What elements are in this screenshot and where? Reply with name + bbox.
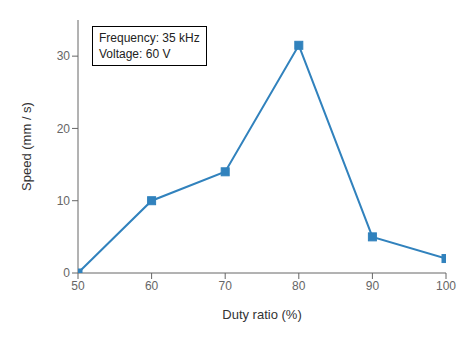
svg-text:90: 90 xyxy=(366,279,380,293)
svg-text:50: 50 xyxy=(71,279,85,293)
svg-text:80: 80 xyxy=(292,279,306,293)
svg-text:70: 70 xyxy=(219,279,233,293)
html-text:Frequency: 35 kHz: Frequency: 35 kHz xyxy=(99,31,200,45)
svg-text:20: 20 xyxy=(57,122,71,136)
svg-text:Speed (mm / s): Speed (mm / s) xyxy=(19,102,34,191)
svg-text:0: 0 xyxy=(63,266,70,280)
svg-text:10: 10 xyxy=(57,194,71,208)
svg-text:Duty ratio (%): Duty ratio (%) xyxy=(222,307,301,322)
svg-text:100: 100 xyxy=(436,279,456,293)
html-text:Voltage: 60 V: Voltage: 60 V xyxy=(99,47,171,61)
svg-text:60: 60 xyxy=(145,279,159,293)
svg-text:30: 30 xyxy=(57,49,71,63)
